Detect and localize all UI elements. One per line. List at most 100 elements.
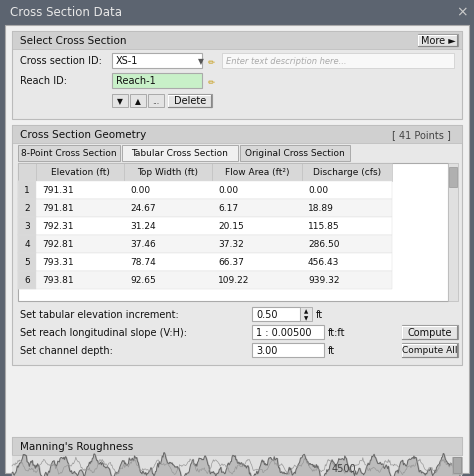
Bar xyxy=(122,146,238,162)
Bar xyxy=(402,325,458,339)
Bar xyxy=(252,325,324,339)
Text: 793.81: 793.81 xyxy=(42,276,73,285)
Text: 0.00: 0.00 xyxy=(130,186,150,195)
Bar xyxy=(148,95,164,108)
Bar xyxy=(18,271,36,289)
Text: Cross section ID:: Cross section ID: xyxy=(20,56,102,66)
Bar xyxy=(453,457,461,473)
Text: ft: ft xyxy=(328,345,335,355)
Text: Cross Section Geometry: Cross Section Geometry xyxy=(20,130,146,140)
Text: ✏: ✏ xyxy=(208,77,215,86)
Bar xyxy=(18,218,392,236)
Text: ▲: ▲ xyxy=(135,97,141,106)
Text: Top Width (ft): Top Width (ft) xyxy=(137,168,199,177)
Bar xyxy=(112,54,202,69)
Text: ✏: ✏ xyxy=(208,57,215,66)
Bar xyxy=(18,164,448,301)
Bar xyxy=(452,457,462,474)
Text: 0.50: 0.50 xyxy=(256,309,277,319)
Text: Manning's Roughness: Manning's Roughness xyxy=(20,441,133,451)
Text: 8-Point Cross Section: 8-Point Cross Section xyxy=(21,149,117,158)
Text: 0.00: 0.00 xyxy=(218,186,238,195)
Bar xyxy=(18,182,36,199)
Text: 5: 5 xyxy=(24,258,30,267)
Text: 791.81: 791.81 xyxy=(42,204,73,213)
Text: 792.31: 792.31 xyxy=(42,222,73,231)
Text: 3.00: 3.00 xyxy=(256,345,277,355)
Text: 793.31: 793.31 xyxy=(42,258,73,267)
Text: More ►: More ► xyxy=(420,36,456,46)
Bar xyxy=(168,95,212,108)
Text: 1: 1 xyxy=(24,186,30,195)
Bar xyxy=(130,95,146,108)
Text: 20.15: 20.15 xyxy=(218,222,244,231)
Text: 2: 2 xyxy=(24,204,30,213)
Text: Compute: Compute xyxy=(408,327,452,337)
Text: 24.67: 24.67 xyxy=(130,204,155,213)
Text: ▲: ▲ xyxy=(304,308,308,313)
Bar xyxy=(12,32,462,50)
Text: 109.22: 109.22 xyxy=(218,276,249,285)
Text: 37.46: 37.46 xyxy=(130,240,156,249)
Bar xyxy=(112,74,202,89)
Text: 939.32: 939.32 xyxy=(308,276,339,285)
Text: Cross Section Data: Cross Section Data xyxy=(10,6,122,19)
Bar xyxy=(36,164,124,182)
Text: 456.43: 456.43 xyxy=(308,258,339,267)
Bar xyxy=(302,164,392,182)
Text: Reach ID:: Reach ID: xyxy=(20,76,67,86)
Text: Set reach longitudinal slope (V:H):: Set reach longitudinal slope (V:H): xyxy=(20,327,187,337)
Text: Tabular Cross Section: Tabular Cross Section xyxy=(132,149,228,158)
Text: 3: 3 xyxy=(24,222,30,231)
Bar xyxy=(18,146,120,162)
Text: 4: 4 xyxy=(24,240,30,249)
Text: Set channel depth:: Set channel depth: xyxy=(20,345,113,355)
Bar xyxy=(18,199,36,218)
Text: 0.00: 0.00 xyxy=(308,186,328,195)
Bar xyxy=(212,164,302,182)
Text: 4500: 4500 xyxy=(332,463,356,473)
Text: Reach-1: Reach-1 xyxy=(116,76,156,86)
Bar xyxy=(18,199,392,218)
Bar xyxy=(18,253,36,271)
Bar xyxy=(12,32,462,120)
Bar xyxy=(0,0,474,24)
Bar xyxy=(252,343,324,357)
Text: Enter text description here...: Enter text description here... xyxy=(226,57,346,66)
Bar xyxy=(18,271,392,289)
Bar xyxy=(12,437,462,455)
Bar xyxy=(112,95,128,108)
Bar xyxy=(18,236,392,253)
Bar xyxy=(18,164,36,182)
Text: Compute All: Compute All xyxy=(402,346,458,355)
Bar xyxy=(18,218,36,236)
Bar xyxy=(448,164,458,301)
Text: [ 41 Points ]: [ 41 Points ] xyxy=(392,130,451,140)
Text: ▼: ▼ xyxy=(198,57,204,66)
Bar xyxy=(402,343,458,357)
Text: ▼: ▼ xyxy=(117,97,123,106)
Bar xyxy=(18,253,392,271)
Text: ft: ft xyxy=(316,309,323,319)
Text: 286.50: 286.50 xyxy=(308,240,339,249)
Text: 792.81: 792.81 xyxy=(42,240,73,249)
Text: Set tabular elevation increment:: Set tabular elevation increment: xyxy=(20,309,179,319)
Text: 115.85: 115.85 xyxy=(308,222,340,231)
Bar xyxy=(222,54,454,69)
Text: Select Cross Section: Select Cross Section xyxy=(20,36,127,46)
Text: 6: 6 xyxy=(24,276,30,285)
Text: 1 : 0.00500: 1 : 0.00500 xyxy=(256,327,311,337)
Bar xyxy=(18,236,36,253)
Bar xyxy=(124,164,212,182)
Bar xyxy=(18,182,392,199)
Text: Elevation (ft): Elevation (ft) xyxy=(51,168,109,177)
Text: Delete: Delete xyxy=(174,96,206,106)
Bar xyxy=(12,455,462,476)
Text: 18.89: 18.89 xyxy=(308,204,334,213)
Text: ft:ft: ft:ft xyxy=(328,327,346,337)
Text: ...: ... xyxy=(153,97,160,106)
Text: 92.65: 92.65 xyxy=(130,276,156,285)
Text: ▼: ▼ xyxy=(304,315,308,320)
Text: ×: × xyxy=(456,5,468,19)
Bar xyxy=(252,307,300,321)
